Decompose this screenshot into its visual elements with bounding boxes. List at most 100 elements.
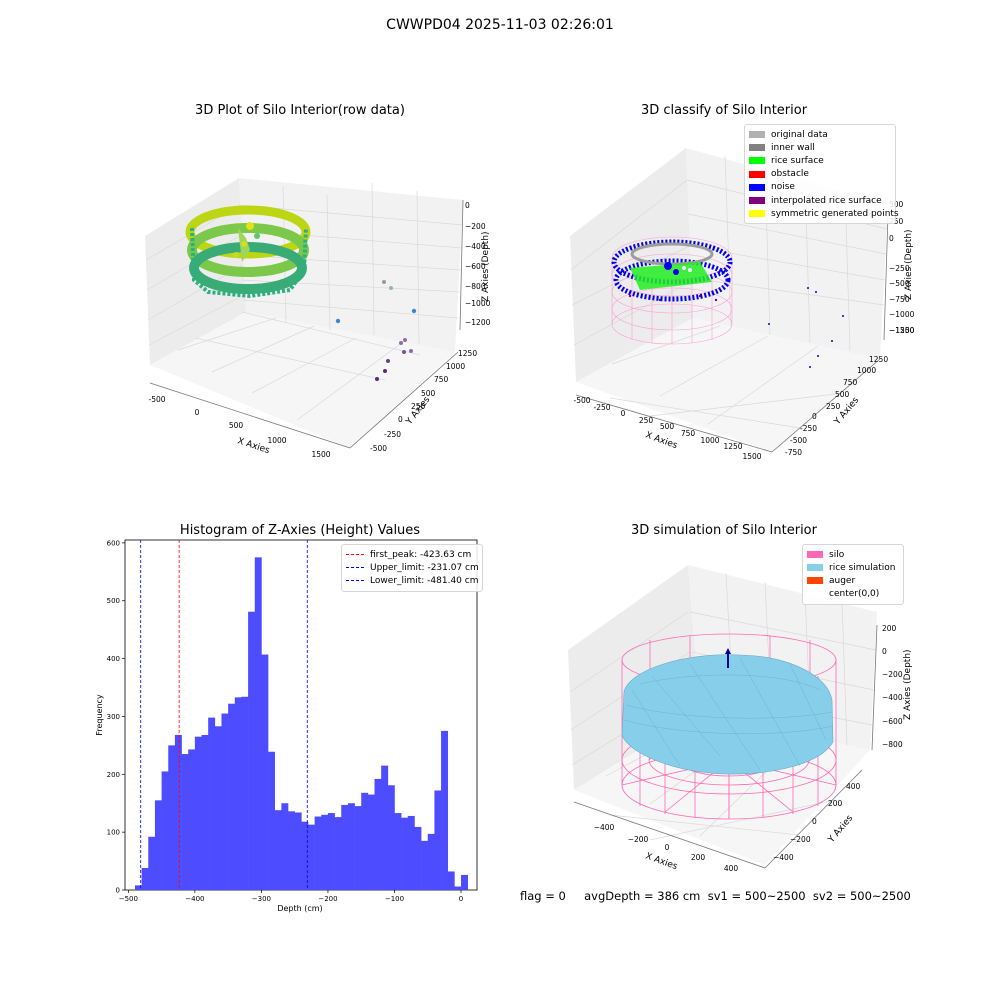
z-tick-label: 250	[889, 217, 904, 226]
legend-swatch	[749, 131, 765, 139]
chart-histogram: −500 −400 −300 −200 −100 0 0 100 200 300 400 500 600…	[95, 539, 478, 913]
x-tick-label: −400	[185, 895, 204, 903]
x-tick-label: -250	[593, 403, 610, 412]
p2-ylabel: Y Axies	[832, 395, 861, 427]
legend-label: inner wall	[771, 142, 815, 153]
auger	[725, 648, 731, 668]
histogram-bar	[248, 611, 256, 890]
y-tick-label: 0	[812, 412, 817, 421]
y-tick-label: -500	[790, 436, 807, 445]
legend-item: interpolated rice surface	[749, 194, 891, 207]
histogram-bar	[201, 734, 209, 890]
z-tick-label: −1000	[465, 299, 491, 308]
legend-swatch	[346, 580, 364, 582]
histogram-bar	[288, 811, 295, 890]
z-tick-label: 500	[889, 200, 904, 209]
x-tick-label: 1000	[700, 436, 719, 445]
z-tick-label: −200	[882, 670, 903, 679]
legend-label: auger	[829, 575, 856, 586]
z-tick-label: −800	[465, 282, 486, 291]
legend-label: rice simulation	[829, 562, 896, 573]
y-tick-label: -250	[384, 430, 401, 439]
histogram-bar	[321, 814, 329, 890]
legend-item: Upper_limit: -231.07 cm	[346, 561, 479, 574]
z-tick-label: −500	[889, 279, 910, 288]
x-tick-label: -500	[573, 396, 590, 405]
p2-xlabel: X Axies	[644, 430, 679, 451]
status-line: flag = 0 avgDepth = 386 cm sv1 = 500~250…	[520, 889, 911, 903]
panel-title-simulation: 3D simulation of Silo Interior	[631, 523, 817, 538]
histogram-bar	[314, 816, 322, 890]
legend-label: Upper_limit: -231.07 cm	[370, 562, 479, 573]
y-tick-label: −400	[773, 853, 794, 862]
x-tick-label: −400	[594, 823, 615, 832]
histogram-bar	[334, 817, 342, 890]
z-tick-label: −250	[889, 264, 910, 273]
z-tick-label: −400	[465, 242, 486, 251]
histogram-bar	[361, 792, 369, 890]
legend-item: symmetric generated points	[749, 207, 899, 220]
histogram-bar	[274, 810, 282, 890]
x-tick-label: 0	[459, 895, 463, 903]
legend-swatch	[346, 554, 364, 556]
panel-title-classify: 3D classify of Silo Interior	[640, 103, 808, 118]
p1-ylabel: Y Axies	[404, 395, 433, 428]
legend-item: silo	[807, 548, 899, 561]
histogram-bar	[387, 785, 395, 890]
z-tick-label: 0	[882, 647, 887, 656]
histogram-bar	[154, 800, 162, 890]
chart-simulation-3d: −400−2000200400−400−20002004002000−200−4…	[568, 565, 913, 873]
legend-label: rice surface	[771, 155, 824, 166]
legend-histogram: first_peak: -423.63 cm Upper_limit: -231.…	[341, 544, 483, 592]
p2-zlabel: Z Axies (Depth)	[904, 229, 914, 300]
histogram-bar	[194, 736, 202, 890]
histogram-bar	[168, 745, 176, 890]
y-tick-label: −200	[790, 835, 811, 844]
y-tick-label: 600	[107, 539, 120, 547]
point-cloud-ring	[185, 205, 311, 299]
y-tick-label: 200	[828, 799, 843, 808]
p4-ylabel: Y Axies	[826, 813, 855, 845]
z-tick-label: 200	[882, 624, 897, 633]
histogram-bar	[241, 696, 249, 890]
y-tick-label: -750	[785, 448, 802, 457]
x-tick-label: 0	[195, 408, 200, 417]
x-tick-label: −500	[119, 895, 138, 903]
back-wall-left	[568, 565, 700, 790]
legend-item: rice surface	[749, 154, 891, 167]
legend-simulation: silo rice simulation auger center(0,0)	[802, 544, 904, 605]
x-tick-label: 1500	[311, 450, 330, 459]
legend-item: Lower_limit: -481.40 cm	[346, 574, 478, 587]
figure-title: CWWPD04 2025-11-03 02:26:01	[386, 17, 614, 33]
legend-swatch	[346, 567, 364, 569]
y-tick-label: 0	[398, 415, 403, 424]
histogram-bar	[381, 765, 389, 890]
legend-item: rice simulation	[807, 561, 899, 574]
legend-label: center(0,0)	[829, 589, 880, 600]
histogram-bar	[188, 749, 196, 890]
legend-classify: original data inner wall rice surface obsta…	[744, 124, 899, 225]
histogram-bar	[374, 778, 382, 890]
histogram-bar	[234, 697, 242, 890]
legend-label: silo	[829, 549, 845, 560]
y-tick-label: 0	[116, 887, 120, 895]
classified-points	[611, 239, 844, 368]
x-tick-label: 200	[691, 853, 706, 862]
legend-item: original data	[749, 128, 891, 141]
y-tick-label: 0	[812, 817, 817, 826]
legend-item: obstacle	[749, 168, 891, 181]
y-tick-label: 1250	[869, 355, 888, 364]
y-tick-label: 300	[107, 713, 120, 721]
back-wall-left	[570, 148, 693, 382]
histogram-bar	[461, 874, 468, 890]
legend-label: interpolated rice surface	[771, 195, 882, 206]
histogram-bar	[268, 751, 276, 890]
x-tick-label: 1500	[742, 452, 761, 461]
y-tick-label: 250	[411, 402, 426, 411]
y-tick-label: 500	[421, 389, 436, 398]
histogram-bar	[254, 557, 262, 890]
legend-swatch	[807, 577, 823, 585]
legend-label: first_peak: -423.63 cm	[370, 549, 472, 560]
